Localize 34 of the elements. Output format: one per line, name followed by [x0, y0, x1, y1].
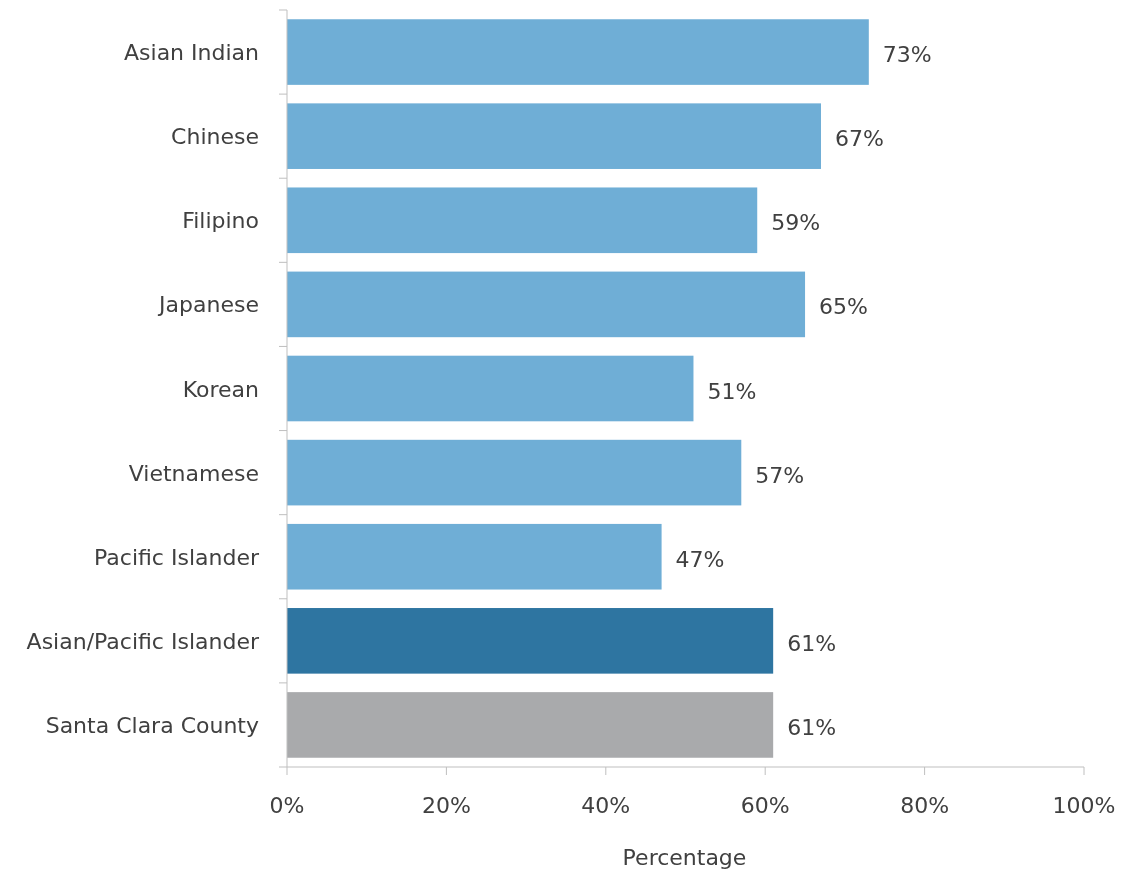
y-tick-label: Pacific Islander	[94, 544, 260, 570]
x-axis-title: Percentage	[622, 845, 747, 870]
bar	[287, 523, 662, 590]
bar	[287, 187, 758, 254]
y-tick-label: Asian Indian	[124, 40, 259, 66]
y-tick-label: Asian/Pacific Islander	[26, 628, 260, 654]
y-tick-label: Santa Clara County	[45, 712, 259, 738]
data-label: 67%	[834, 126, 884, 152]
x-tick-label: 100%	[1052, 793, 1116, 818]
y-tick-label: Korean	[182, 376, 259, 402]
bar	[287, 608, 774, 674]
bar	[287, 19, 869, 85]
bar	[287, 103, 821, 169]
data-label: 61%	[787, 714, 837, 740]
bar	[287, 271, 806, 338]
data-label: 65%	[819, 294, 868, 320]
x-tick-label: 80%	[900, 793, 950, 818]
bar	[287, 439, 742, 506]
y-tick-label: Chinese	[171, 124, 259, 150]
data-label: 73%	[882, 42, 932, 68]
x-tick-label: 0%	[269, 793, 305, 818]
y-tick-label: Vietnamese	[128, 460, 259, 486]
data-label: 57%	[755, 462, 805, 488]
y-tick-label: Japanese	[157, 292, 259, 318]
data-label: 61%	[787, 630, 837, 656]
x-tick-label: 40%	[581, 793, 631, 818]
x-tick-label: 60%	[740, 793, 790, 818]
y-tick-label: Filipino	[182, 208, 259, 234]
bar	[287, 692, 774, 758]
x-tick-label: 20%	[421, 793, 471, 818]
data-label: 51%	[707, 378, 757, 404]
data-label: 59%	[771, 210, 821, 236]
data-label: 47%	[675, 546, 725, 572]
bar	[287, 355, 694, 422]
